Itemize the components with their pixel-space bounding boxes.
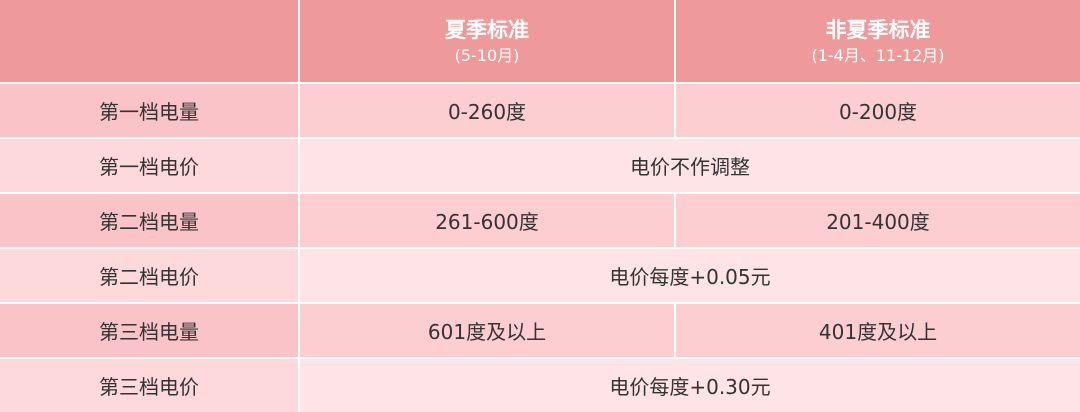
header-title: 夏季标准 bbox=[445, 18, 529, 42]
table-row: 第二档电价 电价每度+0.05元 bbox=[0, 249, 1080, 304]
header-subtitle: (5-10月) bbox=[454, 46, 520, 65]
row-label: 第一档电量 bbox=[0, 84, 300, 139]
row-label: 第二档电价 bbox=[0, 249, 300, 304]
table-body: 第一档电量 0-260度 0-200度 第一档电价 电价不作调整 第二档电量 261-600… bbox=[0, 84, 1080, 412]
table-cell: 201-400度 bbox=[676, 194, 1080, 249]
table-cell: 261-600度 bbox=[300, 194, 676, 249]
header-row: 夏季标准 (5-10月) 非夏季标准 (1-4月、11-12月) bbox=[0, 0, 1080, 84]
table-row: 第三档电量 601度及以上 401度及以上 bbox=[0, 304, 1080, 359]
table-row: 第一档电价 电价不作调整 bbox=[0, 139, 1080, 194]
header-subtitle: (1-4月、11-12月) bbox=[811, 46, 945, 65]
table-row: 第一档电量 0-260度 0-200度 bbox=[0, 84, 1080, 139]
table-cell: 0-200度 bbox=[676, 84, 1080, 139]
header-cell: 非夏季标准 (1-4月、11-12月) bbox=[676, 0, 1080, 84]
header-title: 非夏季标准 bbox=[825, 18, 931, 42]
table-cell: 电价每度+0.05元 bbox=[300, 249, 1080, 304]
table-cell: 401度及以上 bbox=[676, 304, 1080, 359]
table-cell: 电价不作调整 bbox=[300, 139, 1080, 194]
row-label: 第二档电量 bbox=[0, 194, 300, 249]
row-label: 第一档电价 bbox=[0, 139, 300, 194]
table-cell: 601度及以上 bbox=[300, 304, 676, 359]
table-row: 第三档电价 电价每度+0.30元 bbox=[0, 359, 1080, 412]
row-label: 第三档电价 bbox=[0, 359, 300, 412]
header-corner bbox=[0, 0, 300, 84]
row-label: 第三档电量 bbox=[0, 304, 300, 359]
table-cell: 电价每度+0.30元 bbox=[300, 359, 1080, 412]
header-cell: 夏季标准 (5-10月) bbox=[300, 0, 676, 84]
table-header: 夏季标准 (5-10月) 非夏季标准 (1-4月、11-12月) bbox=[0, 0, 1080, 84]
table-cell: 0-260度 bbox=[300, 84, 676, 139]
table-row: 第二档电量 261-600度 201-400度 bbox=[0, 194, 1080, 249]
